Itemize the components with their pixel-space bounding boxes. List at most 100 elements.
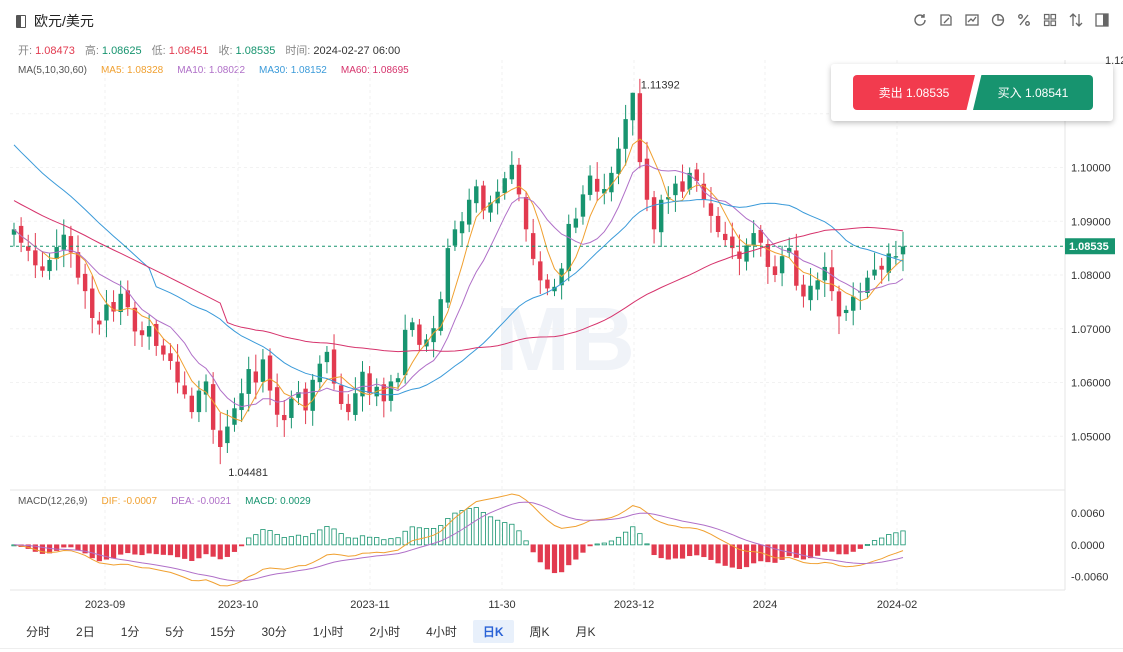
ma5-value: MA5: 1.08328 [100,65,164,76]
refresh-icon[interactable] [909,10,931,30]
macd-bar [409,526,415,546]
macd-bar [836,544,842,555]
macd-bar [651,544,657,556]
candle-body [203,381,209,395]
macd-bar [260,529,266,546]
period-tab[interactable]: 4小时 [426,625,457,639]
candle-body [82,273,88,292]
layout-icon[interactable] [1091,10,1113,30]
period-tab[interactable]: 分时 [26,625,51,639]
dif-value: DIF: -0.0007 [101,496,158,507]
macd-bar [189,544,195,561]
period-tab[interactable]: 15分 [210,625,236,639]
sort-icon[interactable] [1065,10,1087,30]
candle-body [787,248,792,253]
macd-bar [416,527,422,546]
period-tab[interactable]: 1小时 [312,625,344,639]
time-tick-label: 2024-02 [877,599,917,611]
macd-bar [566,544,572,566]
price-tick-label: 1.09000 [1071,216,1111,228]
indicator-icon[interactable] [961,10,983,30]
ma10-line [13,164,904,408]
ma10-value: MA10: 1.08022 [177,65,246,76]
period-tab[interactable]: 周K [529,625,550,639]
period-tab[interactable]: 2日 [76,625,95,639]
candle-body [879,265,884,270]
candle-body [296,392,301,398]
candle-body [552,286,557,292]
period-tab[interactable]: 2小时 [369,625,401,639]
macd-bar [665,544,671,560]
macd-bar [32,544,38,552]
period-tab[interactable]: 1分 [120,625,140,639]
candle-body [381,384,387,402]
percent-icon[interactable] [1013,10,1035,30]
candle-body [303,388,308,411]
candle-body [829,267,835,292]
candle-body [168,353,173,361]
macd-bar [445,518,451,546]
grid-icon[interactable] [1039,10,1061,30]
macd-tick-label: 0.0000 [1071,540,1105,552]
candle-body [545,279,550,289]
macd-bar [366,536,373,546]
panel-icon[interactable] [16,14,26,28]
macd-tick-label: -0.0060 [1071,572,1108,584]
candle-body [97,320,102,325]
period-tab-active[interactable]: 日K [472,620,514,643]
price-tick-label: 1.06000 [1071,378,1111,390]
pie-icon[interactable] [987,10,1009,30]
macd-bar [267,530,273,546]
candle-body [431,328,436,343]
buy-button[interactable]: 买入 1.08541 [973,75,1093,110]
candle-body [765,244,771,267]
candle-body [687,172,692,190]
candle-body [338,385,344,404]
macd-bar [139,544,145,556]
low-annotation: 1.04481 [228,467,268,479]
candle-body [324,351,330,363]
high-label: 高: [84,45,99,57]
macd-bar [82,544,88,554]
trade-panel: 卖出 1.08535 买入 1.08541 [831,64,1113,121]
macd-bar [431,528,437,546]
candle-body [779,256,785,274]
macd-bar [786,544,792,557]
candle-body [317,363,323,383]
candle-body [516,164,522,195]
watermark-logo: MB [495,290,635,390]
symbol-title[interactable]: 欧元/美元 [16,11,94,31]
candle-body [459,221,465,234]
macd-legend-title: MACD(12,26,9) [18,496,88,507]
macd-bar [224,544,230,557]
candle-body [90,288,95,318]
macd-bar [160,544,166,555]
period-tab[interactable]: 30分 [261,625,287,639]
period-tab[interactable]: 月K [575,625,596,639]
macd-bar [167,544,174,556]
candle-body [445,248,451,303]
candle-body [410,322,415,331]
high-value: 1.08625 [101,45,142,57]
macd-bar [679,544,686,559]
sell-button[interactable]: 卖出 1.08535 [853,75,975,110]
macd-bar [743,544,750,568]
bottom-divider [0,648,1123,649]
macd-bar [736,544,743,570]
macd-bar [452,512,458,546]
low-value: 1.08451 [168,45,209,57]
period-tab[interactable]: 5分 [165,625,185,639]
candle-body [232,408,237,425]
macd-bar [39,544,46,554]
candle-body [715,215,721,232]
macd-bar [153,544,159,555]
candle-body [40,266,45,271]
draw-icon[interactable] [935,10,957,30]
macd-bar [388,538,394,546]
candle-body [388,381,394,401]
macd-bar [530,544,536,553]
candle-body [623,119,628,149]
macd-bar [502,522,508,546]
current-price-label: 1.08535 [1069,241,1109,253]
